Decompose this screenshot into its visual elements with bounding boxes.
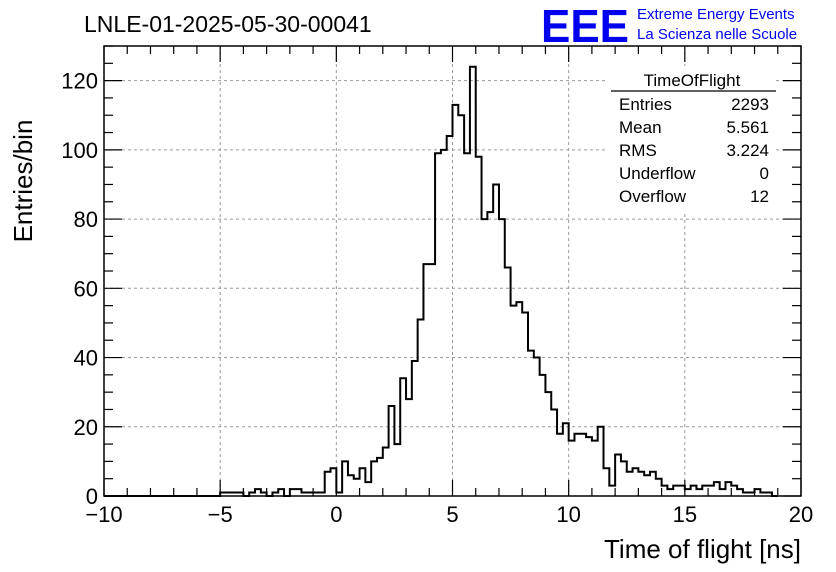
histogram-bin xyxy=(644,475,650,496)
histogram-bin xyxy=(429,264,435,496)
histogram-bin xyxy=(667,489,673,496)
stats-value-underflow: 0 xyxy=(760,164,769,183)
y-tick-label: 60 xyxy=(74,276,98,301)
stats-value-entries: 2293 xyxy=(731,95,769,114)
x-tick-label: 0 xyxy=(330,502,342,527)
histogram-bin xyxy=(394,444,400,496)
histogram-bin xyxy=(627,472,633,496)
histogram-bin xyxy=(592,441,598,496)
histogram-bin xyxy=(696,489,702,496)
histogram-bin xyxy=(447,136,453,496)
logo-line-2: La Scienza nelle Scuole xyxy=(637,26,797,43)
y-tick-label: 100 xyxy=(61,138,98,163)
stats-label-mean: Mean xyxy=(619,118,662,137)
x-tick-labels: −10 −5 0 5 10 15 20 xyxy=(85,502,813,527)
histogram-bin xyxy=(377,458,383,496)
histogram-bin xyxy=(453,105,459,496)
histogram-bin xyxy=(406,399,412,496)
eee-logo: EEE Extreme Energy Events La Scienza nel… xyxy=(541,0,797,52)
stats-box: TimeOfFlight Entries 2293 Mean 5.561 RMS… xyxy=(606,66,776,212)
histogram-bin xyxy=(609,486,615,496)
histogram-bin xyxy=(354,479,360,496)
histogram-bin xyxy=(569,441,575,496)
y-axis-title: Entries/bin xyxy=(8,120,38,243)
x-tick-label: −10 xyxy=(85,502,122,527)
run-title: LNLE-01-2025-05-30-00041 xyxy=(84,11,372,37)
x-axis-title: Time of flight [ns] xyxy=(604,534,801,564)
histogram-bin xyxy=(365,482,371,496)
histogram-bin xyxy=(580,434,586,496)
stats-row-mean: Mean 5.561 xyxy=(619,118,769,137)
stats-label-entries: Entries xyxy=(619,95,672,114)
stats-value-overflow: 12 xyxy=(750,187,769,206)
stats-row-entries: Entries 2293 xyxy=(619,95,769,114)
x-tick-label: 5 xyxy=(446,502,458,527)
stats-row-rms: RMS 3.224 xyxy=(619,141,769,160)
histogram-outline xyxy=(104,65,778,497)
logo-line-1: Extreme Energy Events xyxy=(637,6,795,23)
y-tick-label: 40 xyxy=(74,346,98,371)
stats-label-underflow: Underflow xyxy=(619,164,696,183)
x-tick-label: 10 xyxy=(556,502,580,527)
histogram-bin xyxy=(586,437,592,496)
y-tick-label: 20 xyxy=(74,415,98,440)
histogram-bin xyxy=(493,184,499,496)
histogram-bin xyxy=(464,153,470,496)
histogram-bin xyxy=(511,306,517,496)
logo-eee-text: EEE xyxy=(541,0,629,52)
y-tick-label: 0 xyxy=(86,484,98,509)
histogram-bin xyxy=(720,489,726,496)
stats-box-name: TimeOfFlight xyxy=(644,71,741,90)
histogram-bin xyxy=(574,434,580,496)
x-tick-label: 20 xyxy=(789,502,813,527)
stats-value-mean: 5.561 xyxy=(726,118,769,137)
x-tick-label: −5 xyxy=(208,502,233,527)
histogram-bin xyxy=(708,486,714,496)
histogram-bin xyxy=(458,115,464,496)
stats-label-rms: RMS xyxy=(619,141,657,160)
x-tick-label: 15 xyxy=(673,502,697,527)
histogram-bin xyxy=(528,351,534,496)
y-tick-labels: 0 20 40 60 80 100 120 xyxy=(61,69,98,509)
stats-row-overflow: Overflow 12 xyxy=(619,187,769,206)
histogram-bin xyxy=(516,302,522,496)
stats-value-rms: 3.224 xyxy=(726,141,769,160)
stats-box-background xyxy=(606,66,776,212)
y-tick-label: 80 xyxy=(74,207,98,232)
histogram-bin xyxy=(557,434,563,496)
y-tick-label: 120 xyxy=(61,69,98,94)
histogram-bin xyxy=(487,212,493,496)
stats-label-overflow: Overflow xyxy=(619,187,687,206)
stats-row-underflow: Underflow 0 xyxy=(619,164,769,183)
histogram-bin xyxy=(441,150,447,496)
histogram-bin xyxy=(685,489,691,496)
